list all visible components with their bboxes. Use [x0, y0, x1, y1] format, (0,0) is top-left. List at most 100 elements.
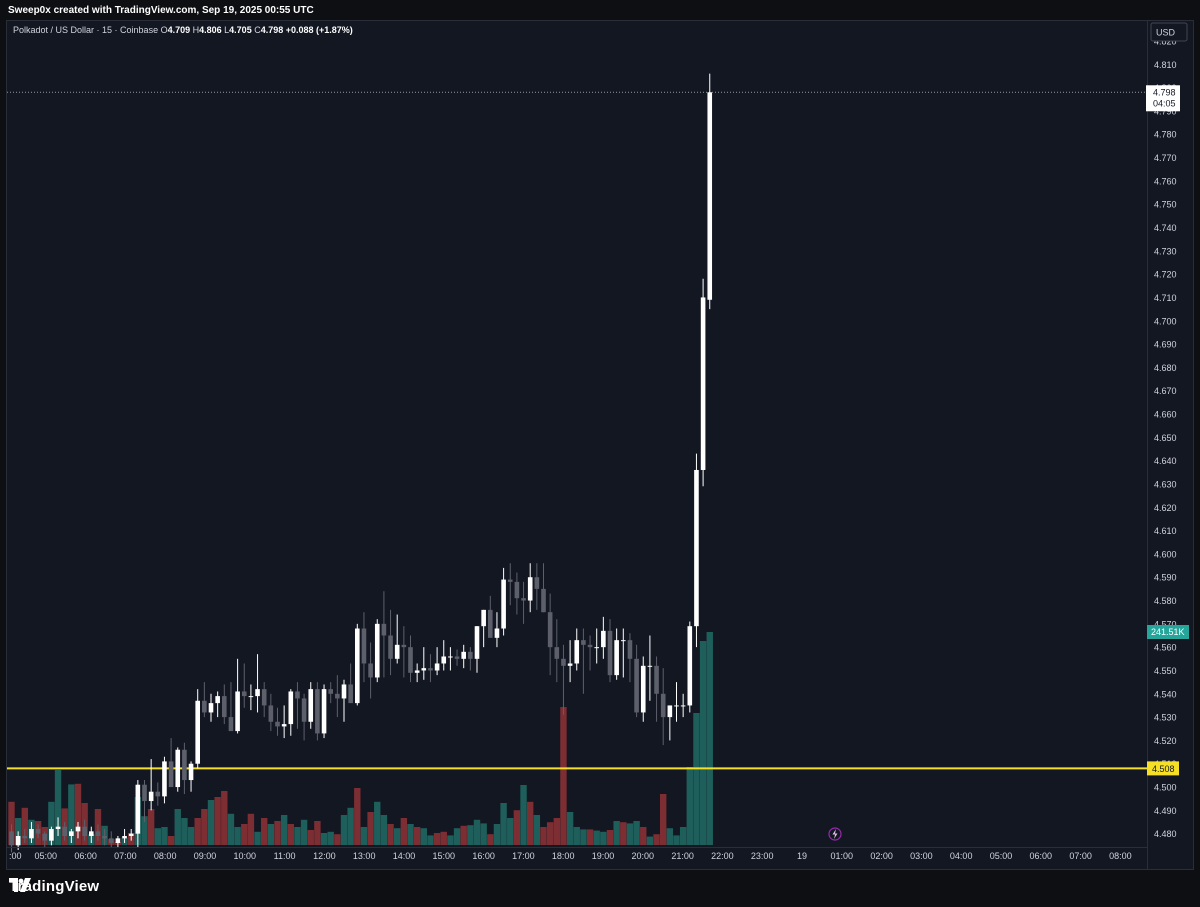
- candle-body[interactable]: [341, 684, 347, 699]
- candle-body[interactable]: [408, 647, 413, 673]
- candle-body[interactable]: [301, 698, 307, 722]
- chart-frame[interactable]: 4.8204.8104.8004.7904.7804.7704.7604.750…: [6, 20, 1194, 870]
- candle-body[interactable]: [654, 665, 659, 694]
- candle-body[interactable]: [321, 689, 327, 734]
- candle-body[interactable]: [601, 630, 606, 648]
- candle-body[interactable]: [69, 831, 74, 837]
- candle-body[interactable]: [428, 668, 433, 671]
- candle-body[interactable]: [202, 700, 207, 713]
- candle-body[interactable]: [554, 647, 560, 659]
- candle-body[interactable]: [501, 579, 506, 629]
- candle-body[interactable]: [261, 689, 267, 706]
- candle-body[interactable]: [188, 763, 194, 781]
- candle-body[interactable]: [474, 626, 480, 659]
- candle-body[interactable]: [122, 836, 127, 839]
- candle-body[interactable]: [281, 724, 287, 727]
- candle-body[interactable]: [102, 836, 107, 839]
- candlestick-chart[interactable]: 4.8204.8104.8004.7904.7804.7704.7604.750…: [7, 21, 1194, 870]
- candle-body[interactable]: [215, 696, 220, 704]
- candle-body[interactable]: [687, 626, 693, 706]
- candle-body[interactable]: [235, 691, 240, 732]
- candle-body[interactable]: [255, 689, 260, 697]
- candle-body[interactable]: [89, 831, 94, 837]
- candle-body[interactable]: [381, 623, 387, 636]
- candle-body[interactable]: [694, 469, 699, 627]
- candle-body[interactable]: [547, 612, 553, 648]
- candle-body[interactable]: [315, 689, 320, 734]
- candle-body[interactable]: [222, 696, 227, 718]
- candle-body[interactable]: [614, 640, 619, 676]
- candle-body[interactable]: [394, 644, 400, 659]
- candle-body[interactable]: [335, 693, 340, 699]
- candle-body[interactable]: [581, 640, 586, 645]
- candle-body[interactable]: [594, 647, 599, 649]
- candle-body[interactable]: [288, 691, 294, 725]
- candle-body[interactable]: [241, 691, 247, 697]
- candle-body[interactable]: [182, 749, 187, 781]
- candle-body[interactable]: [647, 665, 653, 667]
- candle-body[interactable]: [534, 577, 540, 589]
- candle-body[interactable]: [308, 689, 314, 722]
- candle-body[interactable]: [700, 297, 706, 470]
- candle-body[interactable]: [454, 656, 460, 659]
- candle-body[interactable]: [667, 705, 673, 718]
- candle-body[interactable]: [640, 665, 646, 713]
- candle-body[interactable]: [35, 829, 41, 834]
- candle-body[interactable]: [268, 705, 274, 722]
- candle-body[interactable]: [660, 693, 666, 718]
- candle-body[interactable]: [248, 696, 254, 698]
- candle-body[interactable]: [55, 826, 61, 830]
- candle-body[interactable]: [75, 826, 81, 832]
- candle-body[interactable]: [561, 658, 566, 666]
- candle-body[interactable]: [414, 670, 420, 673]
- candle-body[interactable]: [448, 656, 453, 658]
- candle-body[interactable]: [148, 791, 154, 802]
- candle-body[interactable]: [95, 831, 101, 837]
- candle-body[interactable]: [29, 829, 34, 839]
- candle-body[interactable]: [621, 640, 626, 642]
- candle-body[interactable]: [401, 644, 407, 648]
- candle-body[interactable]: [421, 668, 427, 671]
- candle-body[interactable]: [135, 784, 141, 834]
- candle-body[interactable]: [441, 656, 447, 664]
- candle-body[interactable]: [208, 703, 214, 713]
- candle-body[interactable]: [374, 623, 380, 678]
- candle-body[interactable]: [128, 833, 134, 837]
- candle-body[interactable]: [607, 630, 613, 676]
- candle-body[interactable]: [275, 721, 280, 727]
- candle-body[interactable]: [674, 705, 679, 707]
- candle-body[interactable]: [62, 826, 67, 837]
- candle-body[interactable]: [22, 836, 28, 839]
- candle-body[interactable]: [355, 628, 360, 704]
- candle-body[interactable]: [481, 609, 486, 627]
- candle-body[interactable]: [627, 640, 633, 659]
- candle-body[interactable]: [49, 829, 54, 841]
- tradingview-logo[interactable]: TradingView: [9, 878, 99, 895]
- candle-body[interactable]: [295, 691, 300, 699]
- candle-body[interactable]: [15, 836, 21, 846]
- candle-body[interactable]: [142, 784, 147, 802]
- candle-body[interactable]: [434, 663, 440, 671]
- candle-body[interactable]: [707, 92, 713, 300]
- candle-body[interactable]: [115, 838, 121, 843]
- candle-body[interactable]: [461, 651, 466, 659]
- candle-body[interactable]: [168, 761, 174, 788]
- candle-body[interactable]: [368, 663, 373, 678]
- candle-body[interactable]: [521, 598, 526, 601]
- candle-body[interactable]: [108, 838, 114, 843]
- candle-body[interactable]: [541, 588, 546, 613]
- candle-body[interactable]: [388, 635, 393, 659]
- candle-body[interactable]: [348, 684, 353, 704]
- candle-body[interactable]: [527, 577, 533, 601]
- candle-body[interactable]: [175, 749, 181, 788]
- candle-body[interactable]: [494, 628, 500, 638]
- candle-body[interactable]: [228, 717, 234, 732]
- candle-body[interactable]: [155, 791, 161, 797]
- candle-body[interactable]: [507, 579, 513, 582]
- candle-body[interactable]: [574, 640, 580, 664]
- candle-body[interactable]: [468, 651, 473, 659]
- candle-body[interactable]: [9, 831, 14, 846]
- candle-body[interactable]: [162, 761, 167, 797]
- candle-body[interactable]: [488, 609, 493, 638]
- candle-body[interactable]: [587, 644, 593, 648]
